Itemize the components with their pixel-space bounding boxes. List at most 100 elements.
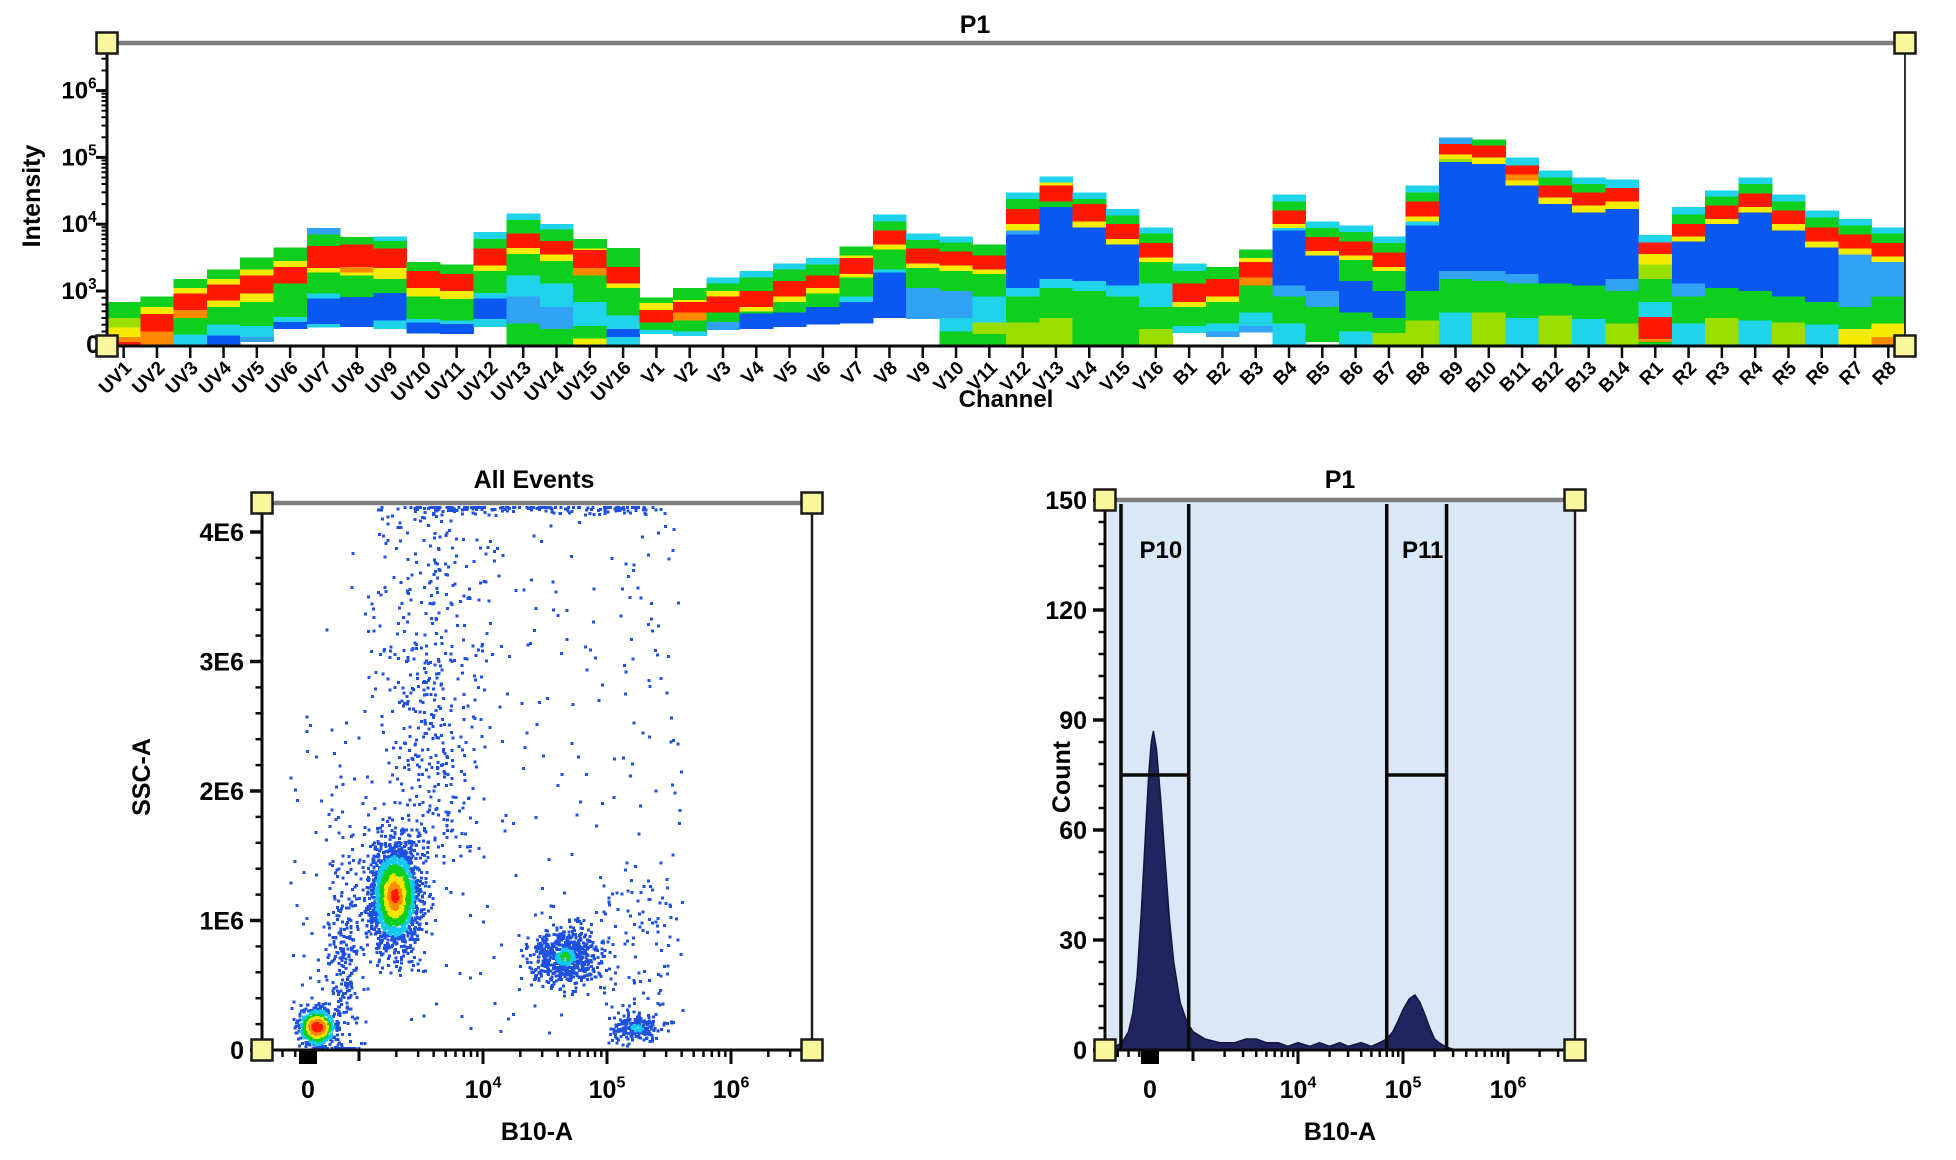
svg-text:106: 106 <box>61 76 96 105</box>
selection-handle[interactable] <box>95 334 119 358</box>
svg-text:3E6: 3E6 <box>200 649 244 677</box>
svg-text:60: 60 <box>1059 817 1087 845</box>
svg-text:0: 0 <box>301 1076 315 1104</box>
selection-handle[interactable] <box>800 1038 824 1062</box>
histogram-x-axis: 0 104 105 106 <box>1105 1050 1573 1105</box>
selection-handle[interactable] <box>250 1038 274 1062</box>
svg-text:UV8: UV8 <box>328 358 369 399</box>
selection-handle[interactable] <box>1093 488 1117 512</box>
svg-text:105: 105 <box>589 1075 626 1105</box>
svg-text:150: 150 <box>1045 487 1087 515</box>
svg-text:B5: B5 <box>1303 357 1335 389</box>
scatter-points <box>289 506 685 1050</box>
histogram-ylabel: Count <box>1048 740 1076 813</box>
svg-text:4E6: 4E6 <box>200 519 244 547</box>
svg-text:B4: B4 <box>1270 357 1302 389</box>
histogram-xlabel: B10-A <box>1304 1118 1376 1146</box>
svg-text:B11: B11 <box>1496 357 1535 396</box>
svg-text:0: 0 <box>1073 1037 1087 1065</box>
svg-text:106: 106 <box>713 1075 750 1105</box>
svg-text:V14: V14 <box>1063 357 1102 396</box>
svg-text:UV6: UV6 <box>262 358 303 399</box>
svg-text:105: 105 <box>61 142 97 171</box>
spectral-bars <box>107 137 1906 345</box>
svg-text:V3: V3 <box>704 358 735 389</box>
gate-p11[interactable]: P11 <box>1384 504 1449 1049</box>
svg-text:104: 104 <box>465 1075 502 1105</box>
svg-text:V9: V9 <box>904 358 935 389</box>
svg-text:UV3: UV3 <box>162 358 203 399</box>
svg-text:R8: R8 <box>1869 358 1901 390</box>
selection-handle[interactable] <box>250 491 274 515</box>
svg-text:V5: V5 <box>771 357 803 389</box>
histogram-y-axis: 0 30 60 90 120 150 <box>1045 487 1105 1065</box>
svg-text:104: 104 <box>61 209 97 238</box>
gate-label-p11: P11 <box>1402 537 1443 564</box>
svg-text:V15: V15 <box>1096 357 1135 396</box>
svg-text:120: 120 <box>1045 597 1087 625</box>
scatter-title: All Events <box>474 466 595 494</box>
svg-text:V1: V1 <box>638 357 670 389</box>
selection-handle[interactable] <box>1893 334 1917 358</box>
selection-handle[interactable] <box>1893 31 1917 55</box>
svg-text:UV1: UV1 <box>95 357 136 398</box>
svg-text:R7: R7 <box>1836 358 1868 390</box>
histogram-chart: P10 P11 0 30 60 90 120 150 0 104 105 106 P1 B10-A Coun… <box>1045 466 1587 1146</box>
selection-handle[interactable] <box>95 31 119 55</box>
svg-text:B12: B12 <box>1528 358 1567 397</box>
svg-text:V6: V6 <box>804 358 835 389</box>
svg-text:V8: V8 <box>871 358 902 389</box>
svg-text:B6: B6 <box>1336 358 1368 390</box>
scatter-xlabel: B10-A <box>501 1118 573 1146</box>
scatter-x-axis: 0 104 105 106 <box>255 1050 807 1105</box>
spectral-chart: 0103104105106UV1UV2UV3UV4UV5UV6UV7UV8UV9… <box>18 11 1917 413</box>
svg-text:0: 0 <box>230 1037 244 1065</box>
spectral-xlabel: Channel <box>959 386 1054 413</box>
svg-text:106: 106 <box>1490 1075 1527 1105</box>
scatter-frame <box>252 500 820 1052</box>
svg-text:0: 0 <box>1143 1076 1157 1104</box>
histogram-title: P1 <box>1325 466 1356 494</box>
svg-text:90: 90 <box>1059 707 1087 735</box>
selection-handle[interactable] <box>1563 1038 1587 1062</box>
svg-text:V7: V7 <box>837 358 868 389</box>
gate-p10[interactable]: P10 <box>1119 504 1191 1049</box>
svg-text:1E6: 1E6 <box>200 908 244 936</box>
svg-text:UV7: UV7 <box>295 358 336 399</box>
svg-text:B13: B13 <box>1562 358 1601 397</box>
histogram-frame <box>1095 497 1583 1052</box>
spectral-title: P1 <box>960 11 991 39</box>
svg-text:R3: R3 <box>1702 358 1734 390</box>
selection-handle[interactable] <box>1093 1038 1117 1062</box>
spectral-ylabel: Intensity <box>18 145 46 248</box>
svg-text:B14: B14 <box>1595 357 1635 397</box>
svg-text:R1: R1 <box>1636 357 1668 389</box>
svg-text:R4: R4 <box>1736 357 1768 389</box>
svg-text:B2: B2 <box>1203 358 1235 390</box>
svg-text:30: 30 <box>1059 927 1087 955</box>
svg-text:UV2: UV2 <box>128 358 169 399</box>
svg-text:B1: B1 <box>1170 357 1202 389</box>
scatter-y-axis: 0 1E6 2E6 3E6 4E6 <box>200 504 262 1065</box>
svg-text:R5: R5 <box>1769 357 1801 389</box>
svg-text:105: 105 <box>1385 1075 1422 1105</box>
svg-text:2E6: 2E6 <box>200 778 244 806</box>
selection-handle[interactable] <box>800 491 824 515</box>
svg-text:B10: B10 <box>1462 358 1501 397</box>
svg-text:UV5: UV5 <box>228 357 269 398</box>
svg-text:UV4: UV4 <box>195 357 236 398</box>
svg-text:104: 104 <box>1280 1075 1317 1105</box>
svg-text:B7: B7 <box>1369 358 1401 390</box>
svg-text:B3: B3 <box>1236 358 1268 390</box>
selection-handle[interactable] <box>1563 488 1587 512</box>
svg-text:103: 103 <box>61 276 96 305</box>
scatter-chart: 0 1E6 2E6 3E6 4E6 0 104 105 106 All Events B10-A SS… <box>128 466 824 1146</box>
svg-text:B8: B8 <box>1403 358 1435 390</box>
svg-text:V2: V2 <box>671 358 702 389</box>
gate-label-p10: P10 <box>1139 537 1182 564</box>
svg-text:V16: V16 <box>1130 358 1169 397</box>
histogram-curve <box>1104 730 1573 1051</box>
scatter-ylabel: SSC-A <box>128 738 156 816</box>
